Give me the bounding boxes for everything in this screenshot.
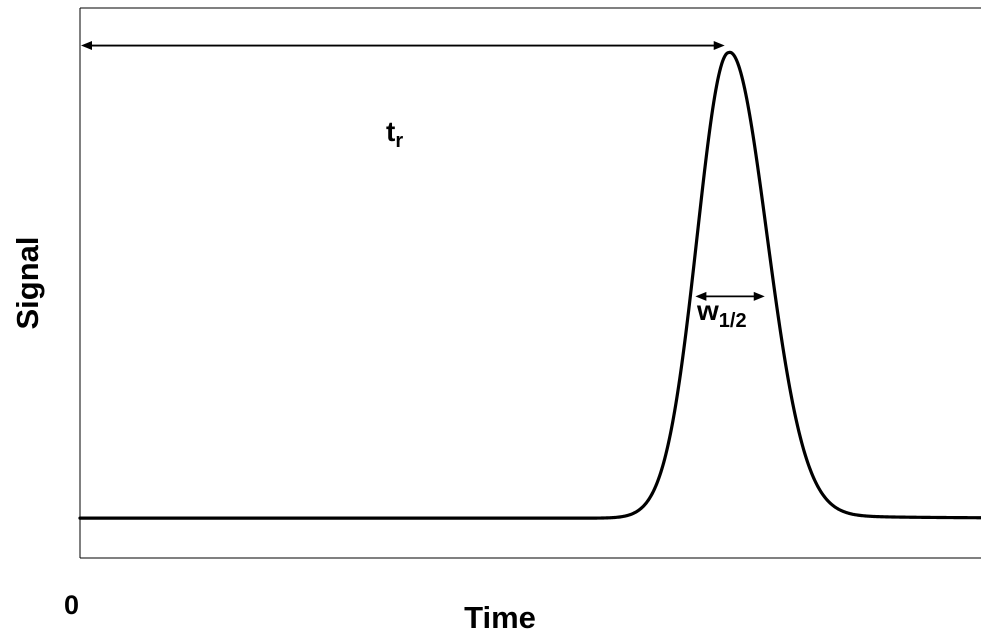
retention-time-arrow-head-right xyxy=(713,41,725,51)
y-axis-label: Signal xyxy=(10,236,45,329)
retention-time-label-sub: r xyxy=(395,130,403,152)
half-width-label-sub: 1/2 xyxy=(719,310,747,332)
half-width-arrow xyxy=(695,291,765,301)
half-width-label-main: w xyxy=(696,295,719,326)
half-width-label: w1/2 xyxy=(696,295,747,332)
half-width-arrow-head-left xyxy=(695,291,707,301)
retention-time-arrow-head-left xyxy=(81,41,92,51)
x-axis-label: Time xyxy=(464,600,536,632)
half-width-arrow-head-right xyxy=(753,291,765,301)
retention-time-label: tr xyxy=(386,116,403,152)
signal-trace xyxy=(78,50,981,520)
x-tick-label-0: 0 xyxy=(64,590,79,620)
retention-time-arrow xyxy=(81,41,725,51)
retention-time-label-main: t xyxy=(386,116,395,147)
